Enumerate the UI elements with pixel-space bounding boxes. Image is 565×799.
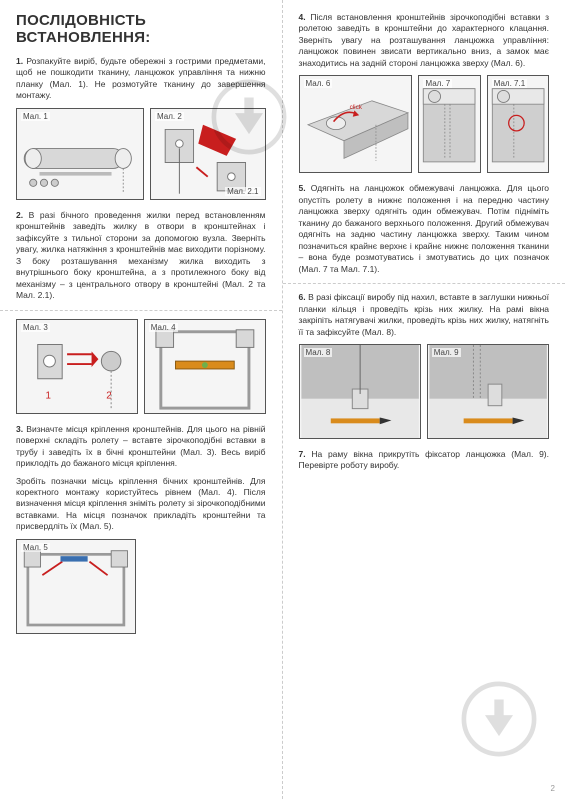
fig-label: Мал. 9 (432, 348, 461, 357)
fig-label: Мал. 6 (304, 79, 333, 88)
fig-label: Мал. 2 (155, 112, 184, 121)
left-column: ПОСЛІДОВНІСТЬ ВСТАНОВЛЕННЯ: 1. Розпакуйт… (0, 0, 283, 799)
figure-5: Мал. 5 (16, 539, 136, 634)
figure-6: Мал. 6 click (299, 75, 413, 173)
svg-text:click: click (349, 104, 362, 111)
step-6-text: 6. В разі фіксації виробу під нахил, вст… (299, 292, 550, 338)
svg-text:1: 1 (46, 390, 51, 401)
figure-4: Мал. 4 (144, 319, 266, 414)
fig-label: Мал. 1 (21, 112, 50, 121)
step-4-text: 4. Після встановлення кронштейнів зірочк… (299, 12, 550, 69)
fig-label: Мал. 3 (21, 323, 50, 332)
divider (283, 283, 565, 284)
step-5-text: 5. Одягніть на ланцюжок обмежувачі ланцю… (299, 183, 550, 275)
fig-label: Мал. 7.1 (492, 79, 527, 88)
fig-label: Мал. 8 (304, 348, 333, 357)
fig-label: Мал. 5 (21, 543, 50, 552)
figure-9: Мал. 9 (427, 344, 549, 439)
right-column: 4. Після встановлення кронштейнів зірочк… (283, 0, 565, 799)
step-3a-text: 3. Визначте місця кріплення кронштейнів.… (16, 424, 266, 470)
figure-1: Мал. 1 (16, 108, 144, 200)
fig-label: Мал. 2.1 (225, 187, 260, 196)
fig-label: Мал. 7 (423, 79, 452, 88)
step-1-text: 1. Розпакуйте виріб, будьте обережні з г… (16, 56, 266, 102)
title: ПОСЛІДОВНІСТЬ ВСТАНОВЛЕННЯ: (16, 12, 266, 46)
fig-label: Мал. 4 (149, 323, 178, 332)
page-number: 2 (551, 784, 555, 793)
divider (0, 310, 282, 311)
step-2-text: 2. В разі бічного проведення жилки перед… (16, 210, 266, 302)
figure-8: Мал. 8 (299, 344, 421, 439)
step-7-text: 7. На раму вікна прикрутіть фіксатор лан… (299, 449, 550, 472)
figure-7: Мал. 7 (418, 75, 480, 173)
figure-7-1: Мал. 7.1 (487, 75, 549, 173)
figure-2: Мал. 2 Мал. 2.1 (150, 108, 265, 200)
step-3b-text: Зробіть позначки місць кріплення бічних … (16, 476, 266, 533)
figure-3: Мал. 3 1 2 (16, 319, 138, 414)
